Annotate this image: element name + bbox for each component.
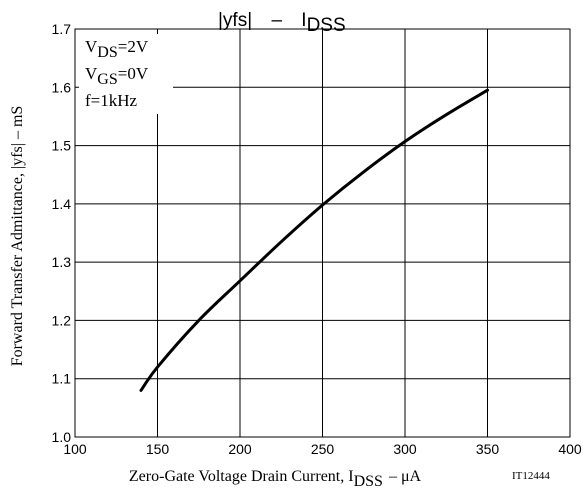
title-lhs: |yfs|: [218, 10, 252, 31]
y-tick-label: 1.1: [52, 371, 72, 387]
y-tick-label: 1.2: [52, 312, 72, 328]
series-group: [139, 88, 489, 392]
figure-id: IT12444: [512, 470, 550, 482]
y-tick-label: 1.4: [52, 196, 72, 212]
title-rhs-sub: DSS: [307, 15, 346, 36]
title-dash: –: [271, 10, 282, 31]
conditions-text: VDS=2V VGS=0V f=1kHz: [85, 37, 149, 110]
x-tick-label: 350: [476, 441, 500, 457]
conditions-box: [79, 34, 173, 114]
condition-vds: VDS=2V: [85, 37, 149, 61]
condition-freq: f=1kHz: [85, 91, 138, 110]
condition-vgs: VGS=0V: [85, 64, 149, 88]
x-tick-label: 200: [228, 441, 252, 457]
x-tick-label: 100: [63, 441, 87, 457]
chart-title: |yfs| – IDSS: [218, 10, 346, 36]
title-rhs: I: [301, 10, 306, 31]
x-tick-label: 150: [146, 441, 170, 457]
x-tick-label: 300: [393, 441, 417, 457]
y-axis-label: Forward Transfer Admittance, |yfs| – mS: [9, 106, 26, 367]
x-axis-label: Zero-Gate Voltage Drain Current, IDSS – μ…: [129, 468, 422, 490]
x-tick-labels: 100 150 200 250 300 350 400: [63, 441, 582, 457]
x-tick-label: 250: [311, 441, 335, 457]
y-tick-labels: 1.0 1.1 1.2 1.3 1.4 1.5 1.6 1.7: [52, 21, 72, 445]
y-tick-label: 1.5: [52, 138, 72, 154]
y-tick-label: 1.7: [52, 21, 72, 37]
y-tick-label: 1.3: [52, 254, 72, 270]
y-tick-label: 1.0: [52, 429, 72, 445]
x-tick-label: 400: [558, 441, 582, 457]
y-tick-label: 1.6: [52, 79, 72, 95]
series-line: [139, 88, 489, 392]
svg-text:|yfs| – IDSS: |yfs| – IDSS: [218, 10, 346, 36]
